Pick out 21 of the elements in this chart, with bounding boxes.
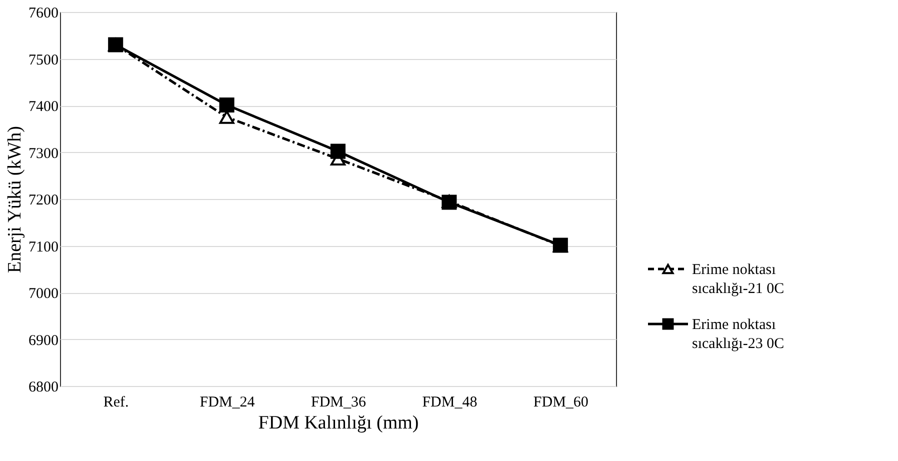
x-tick-label: FDM_36: [310, 394, 367, 410]
point: [219, 98, 234, 113]
x-tick-label: FDM_60: [533, 394, 588, 410]
y-tick-label: 6800: [28, 380, 58, 396]
point: [219, 110, 234, 124]
point: [330, 144, 346, 159]
x-tick-label: Ref.: [103, 394, 129, 410]
y-axis-title: Enerji Yükü (kWh): [4, 126, 26, 274]
y-tick-label: 7300: [28, 146, 58, 162]
y-tick-label: 7200: [28, 192, 58, 208]
y-tick-label: 7600: [28, 6, 58, 22]
legend-label: Erime noktası sıcaklığı-21 0C: [692, 262, 784, 297]
x-tick-label: FDM_48: [422, 394, 478, 410]
x-tick-label: FDM_24: [200, 394, 256, 410]
y-tick-label: 6900: [28, 332, 58, 349]
y-tick-label: 7000: [28, 286, 58, 302]
y-tick-label: 7500: [28, 52, 58, 68]
y-tick-label: 7400: [28, 99, 58, 115]
x-axis-title: FDM Kalınlığı (mm): [258, 412, 419, 434]
legend-label: Erime noktası sıcaklığı-23 0C: [692, 317, 784, 352]
y-tick-label: 7100: [28, 239, 58, 256]
